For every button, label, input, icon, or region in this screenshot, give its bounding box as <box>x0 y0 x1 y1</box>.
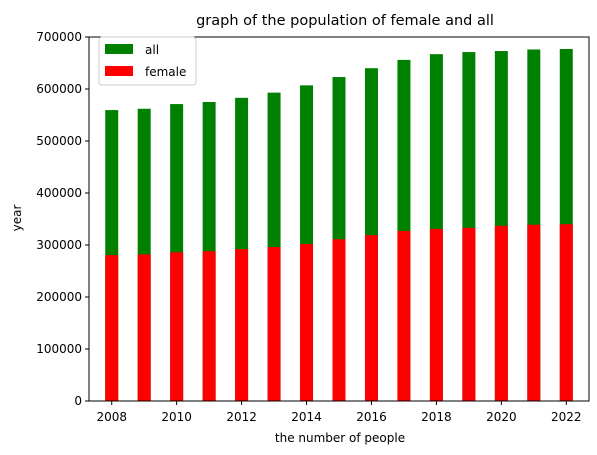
y-tick-label: 400000 <box>36 186 82 200</box>
bar-female-2018 <box>429 228 443 401</box>
y-tick-label: 300000 <box>36 238 82 252</box>
bar-female-2017 <box>397 230 411 401</box>
x-tick-label: 2010 <box>161 410 192 424</box>
bar-female-2011 <box>202 251 216 401</box>
bar-female-2014 <box>300 243 314 401</box>
bar-female-2008 <box>105 255 119 401</box>
x-tick-label: 2014 <box>291 410 322 424</box>
chart-title: graph of the population of female and al… <box>196 13 494 29</box>
bar-female-2022 <box>559 224 573 401</box>
legend-swatch-all <box>105 44 133 54</box>
legend-swatch-female <box>105 66 133 76</box>
plot-frame <box>88 36 590 402</box>
bar-female-2016 <box>364 235 378 401</box>
y-tick-label: 100000 <box>36 342 82 356</box>
legend: all female <box>98 36 197 86</box>
y-axis-label: year <box>10 205 24 232</box>
bar-female-2013 <box>267 247 281 401</box>
x-tick-label: 2018 <box>421 410 452 424</box>
bar-female-2012 <box>235 249 249 401</box>
y-axis: 0 100000 200000 300000 400000 500000 600000 700… <box>36 30 89 408</box>
y-tick-label: 600000 <box>36 82 82 96</box>
bar-female-2010 <box>170 252 184 401</box>
x-axis: 2008 2010 2012 2014 2016 2018 2020 2022 <box>96 401 582 424</box>
x-axis-label: the number of people <box>275 431 405 445</box>
x-tick-label: 2012 <box>226 410 257 424</box>
bar-female-2021 <box>527 224 541 401</box>
y-tick-label: 500000 <box>36 134 82 148</box>
x-tick-label: 2020 <box>486 410 517 424</box>
y-tick-label: 200000 <box>36 290 82 304</box>
y-tick-label: 700000 <box>36 30 82 44</box>
bar-female-2009 <box>137 254 151 401</box>
x-tick-label: 2022 <box>551 410 582 424</box>
bar-female-2020 <box>494 225 508 401</box>
x-tick-label: 2008 <box>96 410 127 424</box>
bars-group <box>105 48 573 402</box>
y-tick-label: 0 <box>74 394 82 408</box>
legend-label-female: female <box>145 65 186 79</box>
bar-female-2015 <box>332 239 346 401</box>
legend-label-all: all <box>145 43 159 57</box>
x-tick-label: 2016 <box>356 410 387 424</box>
bar-female-2019 <box>462 227 476 401</box>
